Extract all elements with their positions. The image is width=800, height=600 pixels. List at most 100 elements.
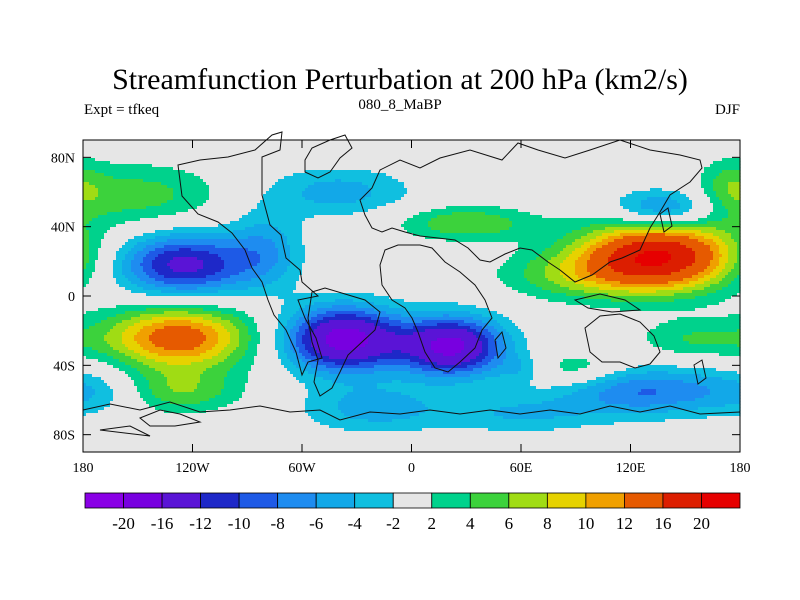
contour-cell bbox=[83, 422, 321, 426]
contour-cell bbox=[245, 383, 306, 387]
contour-cell bbox=[86, 263, 96, 267]
contour-cell bbox=[551, 386, 588, 390]
contour-cell bbox=[98, 248, 120, 252]
contour-cell bbox=[83, 362, 108, 366]
contour-cell bbox=[110, 161, 714, 165]
contour-cell bbox=[290, 371, 309, 375]
contour-cell bbox=[83, 182, 90, 186]
contour-cell bbox=[197, 287, 249, 291]
contour-cell bbox=[338, 404, 426, 408]
contour-cell bbox=[197, 257, 222, 261]
contour-cell bbox=[107, 212, 177, 216]
contour-cell bbox=[200, 401, 234, 405]
contour-cell bbox=[257, 347, 276, 351]
contour-cell bbox=[596, 275, 693, 279]
contour-cell bbox=[731, 296, 741, 300]
contour-cell bbox=[83, 200, 168, 204]
colorbar-label: 6 bbox=[505, 514, 514, 533]
contour-cell bbox=[575, 281, 597, 285]
contour-cell bbox=[212, 314, 234, 318]
contour-cell bbox=[197, 206, 258, 210]
contour-cell bbox=[614, 230, 702, 234]
contour-cell bbox=[230, 335, 240, 339]
contour-cell bbox=[560, 272, 576, 276]
contour-cell bbox=[671, 257, 696, 261]
contour-cell bbox=[725, 206, 741, 210]
contour-cell bbox=[149, 335, 207, 339]
contour-cell bbox=[329, 371, 375, 375]
contour-cell bbox=[644, 251, 669, 255]
contour-cell bbox=[587, 260, 609, 264]
contour-cell bbox=[305, 245, 519, 249]
contour-cell bbox=[83, 392, 96, 396]
contour-cell bbox=[374, 365, 411, 369]
contour-cell bbox=[122, 263, 132, 267]
contour-cell bbox=[737, 371, 741, 375]
contour-cell bbox=[704, 167, 741, 171]
colorbar-label: -20 bbox=[112, 514, 135, 533]
contour-cell bbox=[410, 416, 504, 420]
contour-cell bbox=[83, 272, 93, 276]
contour-cell bbox=[698, 218, 723, 222]
contour-cell bbox=[431, 341, 465, 345]
contour-cell bbox=[584, 278, 606, 282]
contour-cell bbox=[731, 233, 741, 237]
contour-cell bbox=[278, 356, 288, 360]
contour-cell bbox=[284, 272, 303, 276]
colorbar-label: 10 bbox=[577, 514, 594, 533]
colorbar-swatch bbox=[161, 492, 201, 509]
contour-cell bbox=[257, 350, 279, 354]
contour-cell bbox=[491, 359, 504, 363]
contour-cell bbox=[305, 305, 333, 309]
contour-cell bbox=[227, 356, 243, 360]
contour-cell bbox=[83, 416, 312, 420]
contour-cell bbox=[686, 266, 708, 270]
contour-cell bbox=[86, 356, 114, 360]
contour-cell bbox=[170, 401, 201, 405]
contour-cell bbox=[710, 263, 720, 267]
contour-cell bbox=[326, 311, 366, 315]
contour-cell bbox=[305, 344, 312, 348]
contour-cell bbox=[125, 221, 231, 225]
contour-cell bbox=[149, 386, 171, 390]
contour-cell bbox=[710, 278, 723, 282]
contour-cell bbox=[566, 293, 609, 297]
contour-cell bbox=[203, 371, 228, 375]
contour-cell bbox=[494, 326, 504, 330]
contour-cell bbox=[83, 350, 99, 354]
contour-cell bbox=[722, 218, 741, 222]
contour-cell bbox=[308, 389, 354, 393]
contour-cell bbox=[527, 263, 549, 267]
contour-cell bbox=[83, 386, 93, 390]
contour-cell bbox=[131, 260, 144, 264]
contour-cell bbox=[83, 326, 90, 330]
contour-cell bbox=[560, 284, 585, 288]
contour-cell bbox=[215, 245, 276, 249]
contour-cell bbox=[83, 248, 90, 252]
contour-cell bbox=[146, 281, 165, 285]
contour-cell bbox=[407, 188, 651, 192]
contour-cell bbox=[146, 272, 159, 276]
contour-cell bbox=[116, 251, 129, 255]
contour-cell bbox=[737, 248, 741, 252]
contour-cell bbox=[308, 326, 318, 330]
contour-cell bbox=[95, 263, 114, 267]
contour-cell bbox=[149, 338, 207, 342]
contour-cell bbox=[719, 173, 741, 177]
contour-cell bbox=[593, 230, 615, 234]
contour-cell bbox=[656, 326, 741, 330]
contour-cell bbox=[116, 254, 126, 258]
contour-cell bbox=[509, 332, 525, 336]
contour-cell bbox=[224, 263, 258, 267]
contour-cell bbox=[257, 344, 276, 348]
contour-cell bbox=[455, 371, 483, 375]
contour-cell bbox=[302, 224, 402, 228]
contour-cell bbox=[710, 389, 741, 393]
contour-cell bbox=[509, 227, 582, 231]
contour-cell bbox=[386, 311, 471, 315]
contour-cell bbox=[284, 344, 291, 348]
contour-cell bbox=[209, 191, 267, 195]
contour-cell bbox=[95, 185, 168, 189]
contour-cell bbox=[413, 326, 471, 330]
contour-cell bbox=[239, 338, 252, 342]
